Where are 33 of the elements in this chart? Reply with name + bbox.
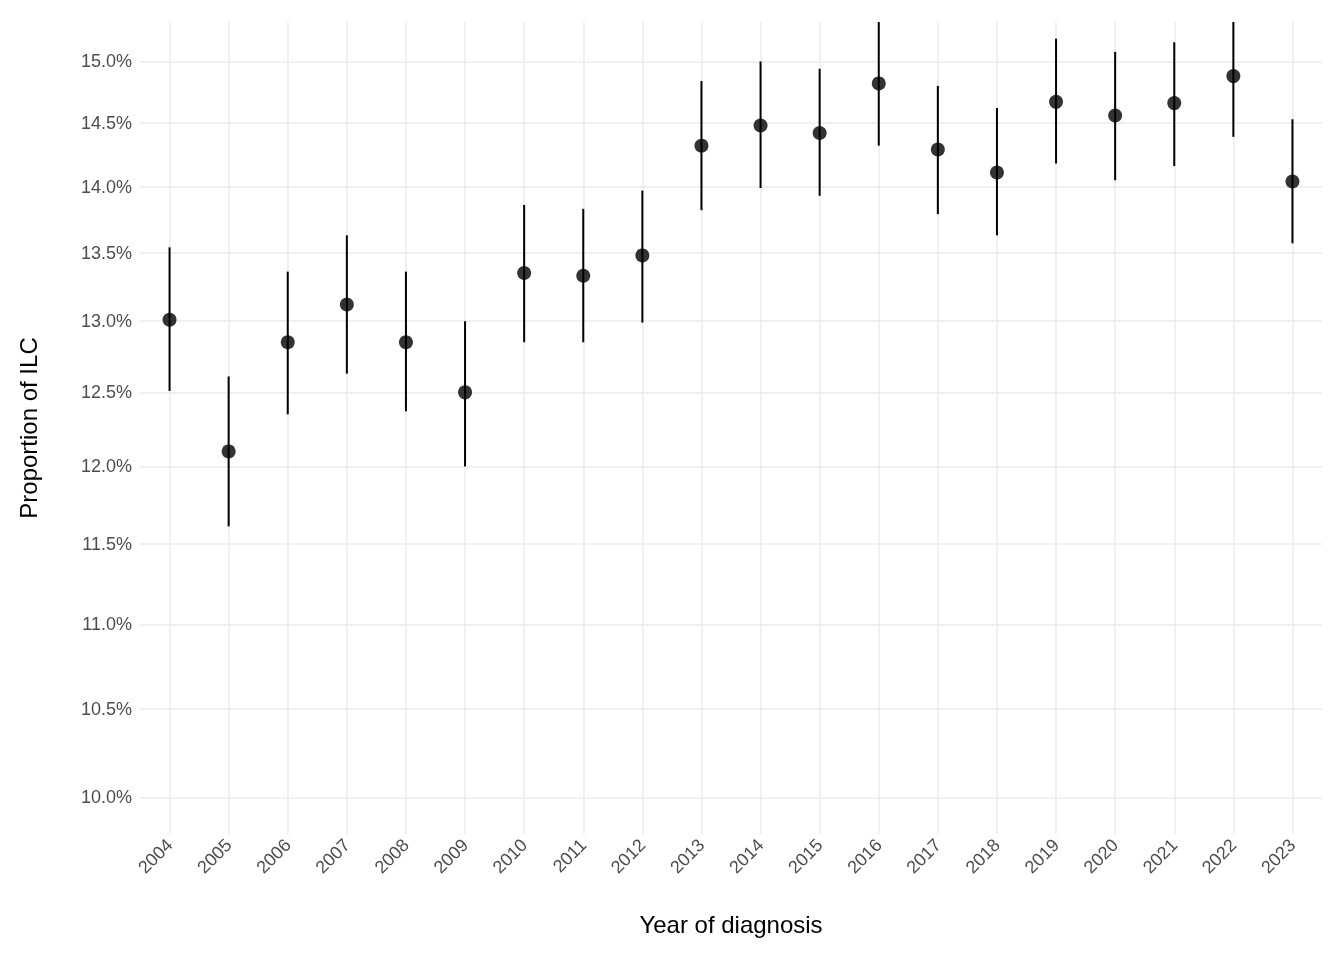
- point: [989, 165, 1004, 180]
- point: [576, 268, 591, 283]
- point: [1049, 94, 1064, 109]
- point: [458, 385, 473, 400]
- y-tick-label: 10.5%: [80, 698, 132, 719]
- y-tick-label: 10.0%: [80, 787, 132, 808]
- y-tick-label: 14.0%: [80, 176, 132, 197]
- x-axis-title: Year of diagnosis: [639, 910, 823, 938]
- y-tick-label: 12.0%: [80, 456, 132, 477]
- point: [280, 335, 295, 350]
- point: [398, 335, 413, 350]
- point: [1226, 69, 1241, 84]
- point: [1108, 108, 1123, 123]
- y-tick-label: 13.5%: [80, 242, 132, 263]
- point: [221, 444, 236, 459]
- point: [1285, 174, 1300, 189]
- point: [635, 248, 650, 263]
- point: [930, 142, 945, 157]
- point: [162, 312, 177, 327]
- point: [694, 138, 709, 153]
- point: [753, 118, 768, 133]
- y-tick-label: 15.0%: [80, 51, 132, 72]
- point: [339, 297, 354, 312]
- y-tick-label: 12.5%: [80, 382, 132, 403]
- point: [812, 126, 827, 141]
- y-tick-label: 11.5%: [82, 533, 132, 554]
- y-tick-label: 11.0%: [82, 614, 132, 635]
- y-axis-title: Proportion of ILC: [14, 337, 42, 519]
- point: [517, 265, 532, 280]
- point: [1167, 96, 1182, 111]
- point: [871, 76, 886, 91]
- y-tick-label: 13.0%: [80, 311, 132, 332]
- y-tick-label: 14.5%: [80, 113, 132, 134]
